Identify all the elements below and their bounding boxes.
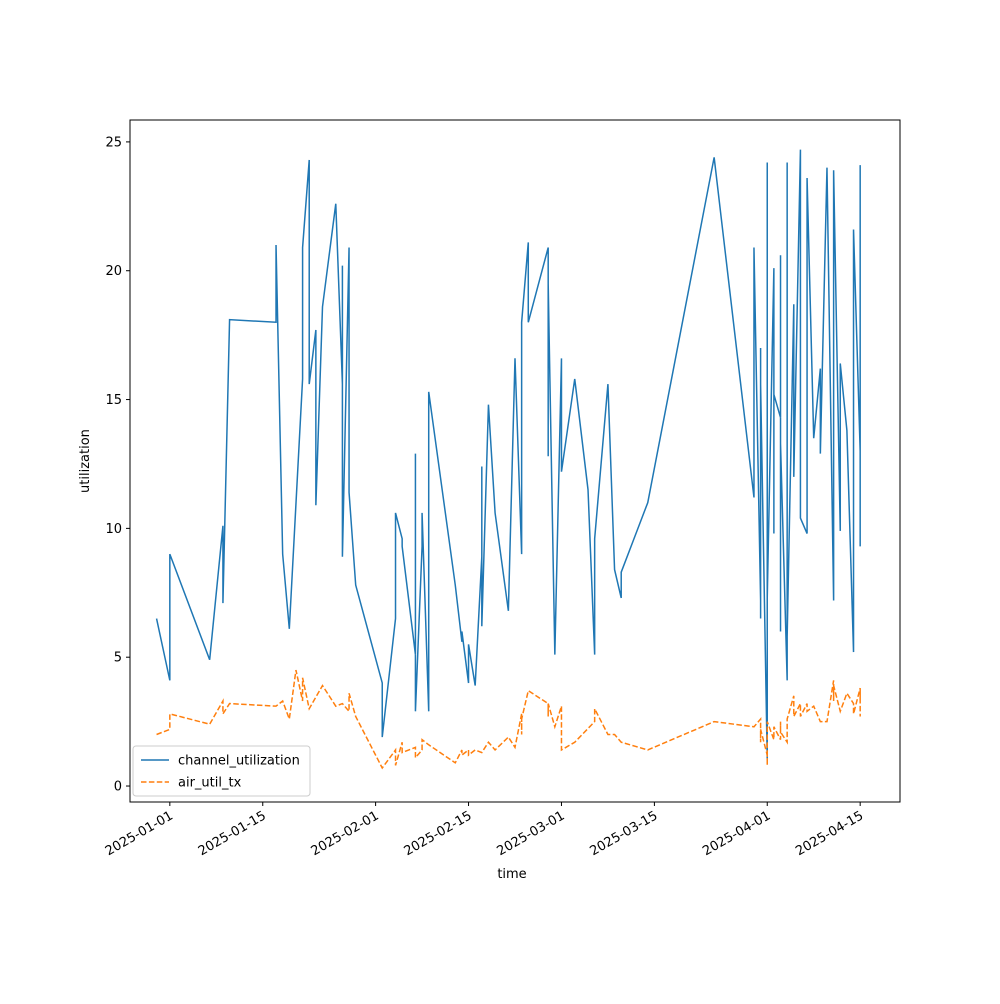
legend-box bbox=[132, 745, 311, 797]
legend-label: air_util_tx bbox=[178, 776, 242, 791]
y-tick-label: 5 bbox=[114, 651, 122, 666]
series-line bbox=[156, 669, 861, 770]
y-tick-label: 10 bbox=[105, 522, 122, 537]
x-axis-label: time bbox=[497, 867, 526, 882]
series-line bbox=[155, 149, 861, 761]
y-tick-label: 20 bbox=[105, 264, 122, 279]
y-tick-label: 25 bbox=[105, 135, 122, 150]
plot-area bbox=[155, 149, 861, 770]
y-axis-label: utilization bbox=[78, 429, 93, 493]
axes-frame bbox=[129, 119, 901, 803]
y-tick-label: 15 bbox=[105, 393, 122, 408]
legend-label: channel_utilization bbox=[178, 754, 300, 769]
y-tick-label: 0 bbox=[114, 780, 122, 795]
